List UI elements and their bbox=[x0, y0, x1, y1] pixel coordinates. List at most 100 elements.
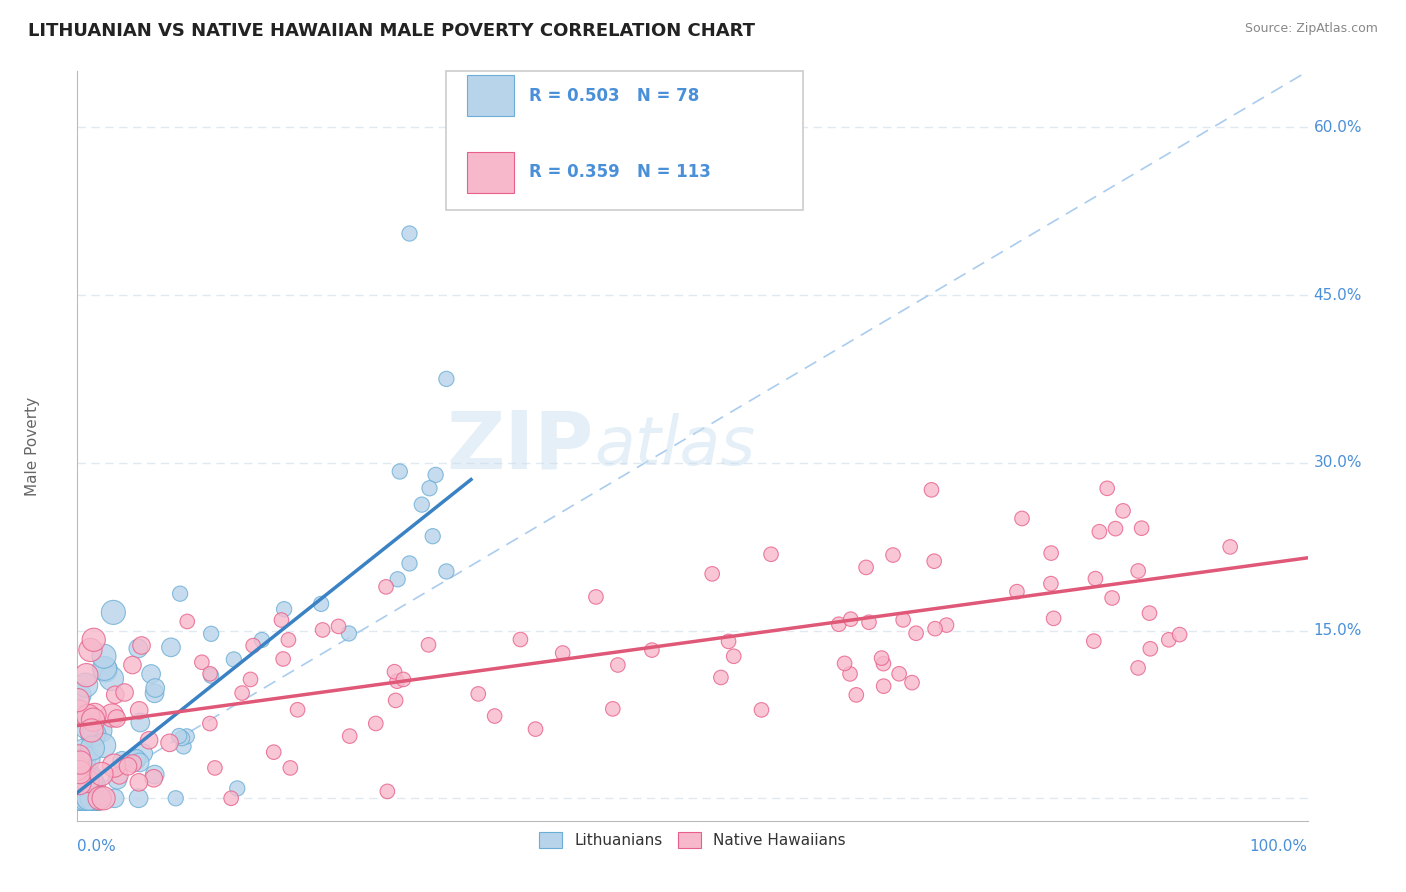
Point bbox=[422, 529, 444, 543]
Point bbox=[77, 752, 100, 766]
Point bbox=[82, 724, 104, 739]
Point bbox=[1157, 632, 1180, 647]
Point bbox=[170, 731, 193, 746]
Point bbox=[606, 658, 628, 673]
Point bbox=[278, 761, 301, 775]
Point bbox=[125, 753, 148, 767]
Text: 30.0%: 30.0% bbox=[1313, 455, 1362, 470]
Point bbox=[870, 651, 893, 665]
Point bbox=[418, 638, 440, 652]
Point bbox=[83, 632, 105, 647]
Point bbox=[1042, 611, 1064, 625]
Point bbox=[384, 665, 406, 679]
Point bbox=[111, 754, 134, 768]
Point bbox=[69, 765, 91, 780]
Point bbox=[231, 686, 253, 700]
Point bbox=[86, 791, 108, 805]
Point bbox=[66, 773, 89, 788]
Point bbox=[108, 768, 131, 782]
Point bbox=[924, 622, 946, 636]
Point bbox=[834, 657, 856, 671]
Point bbox=[1084, 572, 1107, 586]
Point bbox=[702, 566, 724, 581]
Point bbox=[103, 606, 125, 620]
Point bbox=[751, 703, 773, 717]
Point bbox=[72, 744, 94, 758]
Point bbox=[200, 627, 222, 641]
Point bbox=[100, 672, 122, 686]
Point bbox=[80, 773, 103, 788]
Point bbox=[1104, 522, 1126, 536]
Point bbox=[69, 756, 91, 770]
Point bbox=[845, 688, 868, 702]
Point bbox=[375, 580, 398, 594]
Point bbox=[287, 703, 309, 717]
Point bbox=[73, 753, 96, 767]
Point bbox=[377, 784, 399, 798]
Point bbox=[889, 666, 911, 681]
Point bbox=[94, 663, 117, 677]
Point bbox=[83, 727, 105, 741]
Point bbox=[67, 688, 90, 702]
Point bbox=[159, 736, 181, 750]
Point bbox=[467, 687, 489, 701]
Point bbox=[66, 791, 89, 805]
Point bbox=[66, 693, 89, 707]
Point bbox=[93, 791, 115, 805]
Point bbox=[79, 643, 101, 657]
Point bbox=[436, 372, 458, 386]
Legend: Lithuanians, Native Hawaiians: Lithuanians, Native Hawaiians bbox=[533, 826, 852, 855]
Point bbox=[87, 791, 110, 805]
Text: ZIP: ZIP bbox=[447, 407, 595, 485]
Point bbox=[75, 791, 97, 805]
Bar bbox=[467, 75, 515, 116]
Point bbox=[385, 674, 408, 689]
Point bbox=[250, 632, 273, 647]
Point bbox=[93, 661, 115, 675]
Point bbox=[484, 709, 506, 723]
Point bbox=[84, 791, 107, 805]
Point bbox=[1168, 627, 1191, 641]
Point bbox=[66, 762, 89, 776]
Point bbox=[309, 597, 332, 611]
Point bbox=[1126, 661, 1149, 675]
Point bbox=[1130, 521, 1153, 535]
Text: 15.0%: 15.0% bbox=[1313, 623, 1362, 638]
Point bbox=[398, 557, 420, 571]
Point bbox=[191, 655, 214, 669]
Point bbox=[1139, 606, 1161, 620]
Point bbox=[127, 641, 149, 656]
Point bbox=[198, 666, 221, 681]
Point bbox=[77, 777, 100, 791]
Point bbox=[105, 772, 128, 787]
Point bbox=[128, 756, 150, 770]
Point bbox=[72, 758, 94, 772]
Point bbox=[93, 649, 115, 664]
Point bbox=[73, 791, 96, 805]
Bar bbox=[467, 152, 515, 193]
Point bbox=[142, 771, 165, 785]
Point bbox=[169, 587, 191, 601]
Point bbox=[271, 652, 294, 666]
Point bbox=[1139, 641, 1161, 656]
Point bbox=[114, 685, 136, 699]
Point bbox=[1005, 584, 1028, 599]
Point bbox=[128, 703, 150, 717]
Point bbox=[128, 775, 150, 789]
Point bbox=[839, 612, 862, 626]
Text: 60.0%: 60.0% bbox=[1313, 120, 1362, 135]
Point bbox=[82, 791, 104, 805]
Point bbox=[82, 713, 104, 727]
Point bbox=[143, 767, 166, 781]
Point bbox=[524, 722, 547, 736]
Point bbox=[641, 643, 664, 657]
Point bbox=[93, 739, 115, 753]
Point bbox=[1088, 524, 1111, 539]
Point bbox=[858, 615, 880, 630]
Point bbox=[872, 657, 894, 671]
Point bbox=[129, 715, 152, 730]
Point bbox=[920, 483, 942, 497]
Point bbox=[67, 791, 90, 805]
Point bbox=[83, 791, 105, 805]
Point bbox=[125, 752, 148, 766]
